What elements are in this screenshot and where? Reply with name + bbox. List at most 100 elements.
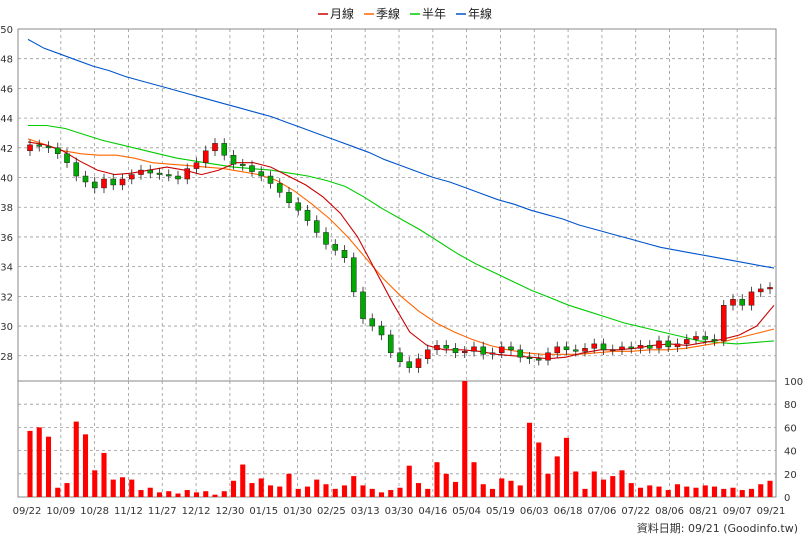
date-tick-label: 07/06 (587, 506, 616, 517)
candle-body (323, 232, 329, 245)
volume-bar (480, 484, 486, 497)
candlestick (508, 341, 514, 356)
candlestick (730, 294, 736, 311)
candlestick (424, 344, 431, 364)
volume-bar (341, 485, 348, 497)
candle-body (656, 340, 662, 349)
volume-tick-label: 40 (784, 447, 797, 458)
volume-bar (175, 493, 181, 497)
candle-body (748, 291, 755, 306)
candlestick (73, 157, 80, 182)
candlestick (415, 353, 422, 373)
date-tick-label: 07/22 (621, 506, 650, 517)
candlestick (609, 344, 616, 356)
candle-body (230, 154, 237, 165)
candlestick (637, 340, 644, 354)
volume-bar (619, 470, 625, 497)
half-year-ma-line (28, 124, 775, 345)
candle-body (202, 150, 209, 163)
volume-bar (147, 487, 153, 497)
candlestick (110, 173, 117, 191)
candlestick (535, 353, 542, 366)
price-tick-label: 34 (0, 263, 13, 274)
volume-bar (351, 476, 357, 497)
date-tick-label: 09/21 (757, 506, 786, 517)
candle-body (461, 351, 468, 354)
candle-body (378, 325, 385, 336)
candle-body (36, 144, 43, 147)
date-tick-label: 09/07 (723, 506, 752, 517)
candle-body (276, 183, 283, 193)
candlestick (193, 157, 200, 174)
volume-bar (499, 478, 505, 497)
candle-body (350, 257, 357, 293)
volume-tick-label: 100 (784, 377, 803, 388)
volume-bar (628, 483, 634, 497)
date-tick-label: 12/30 (215, 506, 244, 517)
date-tick-label: 08/06 (655, 506, 684, 517)
candlestick (387, 329, 394, 358)
price-tick-label: 50 (0, 25, 13, 36)
candlestick (406, 356, 413, 373)
volume-bar (388, 490, 394, 497)
date-tick-label: 10/09 (46, 506, 75, 517)
volume-bar (739, 490, 745, 497)
volume-bar (304, 486, 311, 497)
candlestick (360, 286, 366, 324)
date-tick-label: 06/18 (554, 506, 583, 517)
candle-body (332, 244, 339, 251)
candle-body (434, 345, 440, 351)
candlestick (656, 335, 662, 354)
volume-bar (656, 486, 662, 497)
volume-bar (434, 462, 440, 497)
volume-bar (554, 456, 560, 497)
candle-body (572, 349, 579, 352)
date-tick-label: 12/12 (182, 506, 211, 517)
candle-body (156, 172, 163, 175)
volume-bar (45, 436, 52, 497)
candle-body (387, 334, 394, 354)
candlestick (683, 334, 690, 350)
volume-bar (240, 464, 246, 497)
candle-body (239, 163, 246, 166)
candlestick (720, 300, 727, 347)
candle-body (73, 162, 80, 177)
volume-bar (101, 452, 107, 497)
volume-bar (684, 486, 690, 497)
candle-body (646, 345, 653, 349)
candlestick (767, 282, 773, 295)
candlestick (739, 294, 746, 311)
volume-bar (582, 488, 588, 497)
candle-body (360, 291, 366, 319)
price-tick-label: 44 (0, 114, 13, 125)
candlestick (138, 164, 144, 180)
candlestick (498, 341, 505, 358)
volume-bar (138, 490, 144, 497)
date-tick-label: 10/28 (80, 506, 109, 517)
date-tick-label: 01/15 (249, 506, 278, 517)
volume-bar (758, 484, 764, 497)
candlestick (554, 341, 561, 358)
volume-bar (212, 494, 218, 497)
volume-bar (55, 487, 61, 497)
volume-bar (156, 492, 163, 497)
volume-bar (526, 422, 533, 497)
price-tick-label: 30 (0, 322, 13, 333)
volume-bar (92, 470, 98, 497)
candlestick (45, 141, 52, 154)
candle-body (443, 345, 450, 349)
candle-body (267, 175, 274, 184)
date-tick-label: 05/19 (486, 506, 515, 517)
volume-bar (471, 462, 477, 497)
candle-body (591, 343, 598, 349)
volume-bar (443, 473, 449, 497)
candle-body (64, 153, 70, 163)
candle-body (508, 346, 514, 351)
candlestick (665, 335, 672, 353)
volume-bar (767, 480, 773, 497)
volume-bar (184, 490, 190, 497)
candlestick (517, 344, 524, 363)
candlestick (101, 173, 107, 194)
date-tick-label: 11/12 (114, 506, 143, 517)
candlestick (350, 252, 357, 298)
